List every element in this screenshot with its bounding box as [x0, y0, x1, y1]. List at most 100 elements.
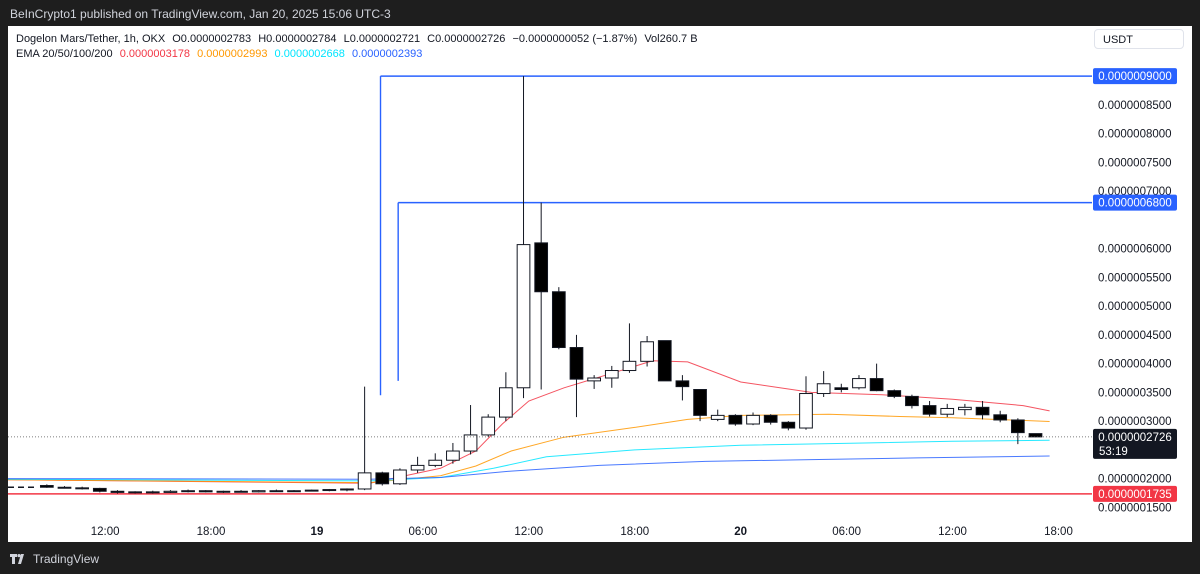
y-tick-label: 0.0000003500: [1098, 387, 1172, 399]
high-value: H0.0000002784: [258, 33, 337, 45]
tradingview-brand: TradingView: [33, 552, 100, 566]
candle-body: [604, 370, 619, 379]
candle-body: [57, 486, 72, 489]
level-price-tag: [1093, 194, 1177, 211]
currency-button[interactable]: USDT: [1094, 29, 1184, 49]
y-tick-label: 0.0000003000: [1098, 416, 1172, 428]
candle-body: [1028, 433, 1043, 438]
x-tick-label: 06:00: [832, 526, 861, 538]
level-price-label: 0.0000001735: [1098, 489, 1172, 501]
candle-body: [710, 414, 725, 420]
ema50-line: [7, 413, 1050, 484]
candle-body: [569, 347, 584, 380]
candle-body: [357, 472, 372, 490]
last-price-tag: [1093, 428, 1177, 459]
change-value: −0.0000000052 (−1.87%): [512, 33, 638, 45]
candle-body: [781, 421, 796, 429]
candle-body: [304, 489, 319, 492]
level-price-label: 0.0000009000: [1098, 71, 1172, 83]
candle-body: [887, 390, 902, 397]
candle-body: [128, 491, 142, 494]
publisher-text: BeInCrypto1 published on TradingView.com…: [10, 7, 391, 21]
level-price-tag: [1093, 68, 1177, 85]
candle-body: [657, 340, 672, 382]
candle-body: [551, 291, 566, 349]
open-value: O0.0000002783: [172, 33, 252, 45]
candle-body: [746, 414, 760, 425]
candle-body: [181, 490, 195, 493]
y-tick-label: 0.0000007500: [1098, 157, 1172, 169]
candle-body: [534, 242, 549, 293]
candle-body: [463, 434, 478, 452]
close-value: C0.0000002726: [427, 33, 506, 45]
candle-body: [693, 389, 707, 416]
candle-body: [834, 387, 849, 390]
y-tick-label: 0.0000005000: [1098, 301, 1172, 313]
candle-body: [763, 414, 778, 423]
candle-body: [1010, 419, 1025, 434]
candle-body: [234, 490, 248, 493]
candle-body: [922, 405, 937, 415]
top-bar: BeInCrypto1 published on TradingView.com…: [0, 0, 1200, 26]
y-tick-label: 0.0000002000: [1098, 474, 1172, 486]
y-tick-label: 0.0000008000: [1098, 129, 1172, 141]
candle-body: [993, 414, 1008, 421]
tradingview-logo[interactable]: TradingView: [10, 552, 99, 566]
candle-body: [75, 487, 90, 490]
candle-body: [92, 487, 107, 492]
chart-panel[interactable]: [8, 26, 1192, 542]
candle-body: [375, 472, 390, 485]
candle-body: [251, 490, 266, 493]
ema200-line: [7, 455, 1050, 480]
x-tick-label: 12:00: [91, 526, 120, 538]
candle-body: [587, 377, 601, 382]
candle-body: [110, 490, 125, 493]
candle-body: [269, 490, 284, 493]
low-value: L0.0000002721: [343, 33, 421, 45]
x-tick-label: 18:00: [197, 526, 226, 538]
candle-body: [322, 489, 337, 492]
x-tick-label: 18:00: [620, 526, 649, 538]
candle-body: [516, 244, 531, 389]
candle-body: [39, 485, 54, 488]
candle-body: [905, 395, 919, 407]
y-tick-label: 0.0000004500: [1098, 330, 1172, 342]
candle-body: [799, 393, 813, 429]
candle-body: [410, 464, 425, 471]
candle-body: [640, 341, 654, 362]
last-price-label: 0.0000002726: [1098, 432, 1172, 444]
candle-body: [163, 490, 178, 493]
candle-body: [958, 406, 972, 411]
x-tick-label: 06:00: [408, 526, 437, 538]
symbol-label[interactable]: Dogelon Mars/Tether, 1h, OKX: [16, 33, 166, 45]
level-price-tag: [1093, 485, 1177, 502]
chart-legend: Dogelon Mars/Tether, 1h, OKX O0.00000027…: [16, 32, 702, 62]
candle-body: [852, 378, 866, 389]
y-tick-label: 0.0000005500: [1098, 272, 1172, 284]
level-price-label: 0.0000006800: [1098, 198, 1172, 210]
candle-body: [393, 469, 407, 485]
x-tick-label: 12:00: [938, 526, 967, 538]
y-tick-label: 0.0000001500: [1098, 502, 1172, 514]
x-tick-label: 19: [311, 526, 324, 538]
candle-body: [481, 416, 496, 436]
tradingview-icon: [10, 554, 24, 564]
candle-body: [145, 491, 160, 494]
candle-body: [287, 490, 301, 493]
candle-body: [428, 459, 443, 466]
x-tick-label: 20: [734, 526, 747, 538]
candle-body: [499, 387, 513, 418]
x-tick-label: 12:00: [514, 526, 543, 538]
candle-body: [728, 414, 743, 425]
candle-body: [446, 450, 460, 461]
ohlc-row: Dogelon Mars/Tether, 1h, OKX O0.00000027…: [16, 32, 702, 47]
ema20-value: 0.0000003178: [119, 48, 191, 60]
candle-body: [198, 490, 213, 493]
ema-label[interactable]: EMA 20/50/100/200: [16, 48, 113, 60]
ema50-value: 0.0000002993: [197, 48, 268, 60]
ema100-value: 0.0000002668: [274, 48, 345, 60]
candle-body: [622, 360, 637, 372]
candle-body: [675, 380, 690, 388]
ema-row: EMA 20/50/100/200 0.0000003178 0.0000002…: [16, 47, 702, 62]
